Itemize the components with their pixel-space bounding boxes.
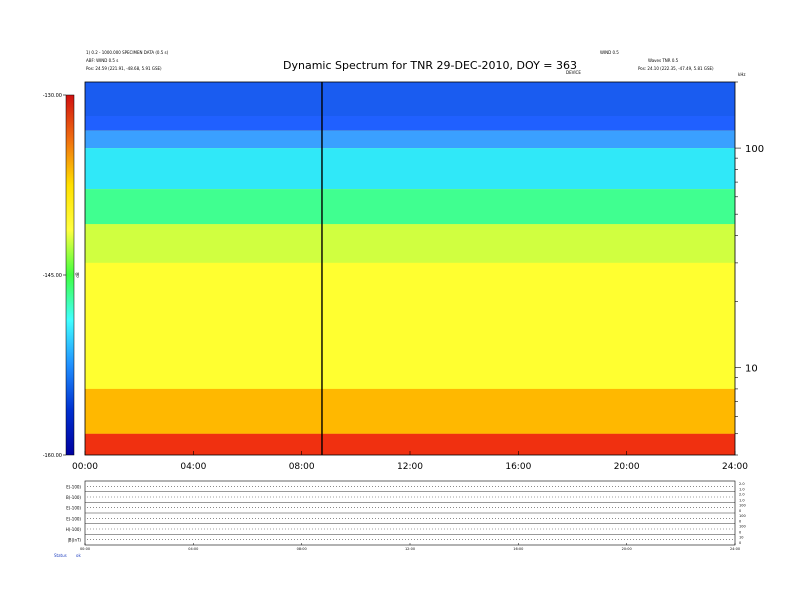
frequency-band [85, 262, 735, 389]
frequency-band [85, 189, 735, 225]
header-note: DEVICE [566, 70, 581, 75]
subpanel-tick-label: 1.0 [739, 498, 745, 502]
chart-title: Dynamic Spectrum for TNR 29-DEC-2010, DO… [283, 59, 577, 72]
y-tick-label: 10 [745, 364, 758, 375]
subpanel-tick-label: 0 [739, 541, 741, 545]
subpanel-tick-label: 0 [739, 530, 741, 534]
subpanel-tick-label: 100 [739, 525, 746, 529]
subpanel-tick-label: 1.0 [739, 488, 745, 492]
spectrogram [85, 82, 735, 455]
frequency-band [85, 433, 735, 455]
subpanel-tick-label: 0 [739, 520, 741, 524]
status-value: ok [76, 553, 81, 558]
header-left-line1: 1) 0.2 - 1000.000 SPECIMEN DATA (0.5 s) [86, 50, 169, 55]
spectrum-axes: 00:00 04:00 08:00 12:00 16:00 20:00 24:00 100 10 [72, 81, 764, 472]
subpanel-x-tick-label: 00:00 [80, 547, 90, 551]
x-tick-label: 04:00 [180, 462, 206, 472]
frequency-band [85, 82, 735, 117]
header-left-line3: Pos: 24.59 (221.91, -48.68, 5.91 GSE) [86, 66, 162, 71]
frequency-band [85, 224, 735, 263]
header-right-line1: WIND 0.5 [600, 50, 619, 55]
subpanel-tick-label: 2.0 [739, 482, 745, 486]
x-tick-label: 16:00 [505, 462, 531, 472]
subpanel-label: E(-100) [66, 506, 81, 511]
subpanel-tick-label: 100 [739, 503, 746, 507]
y-tick-label: 100 [745, 144, 764, 155]
top-right-unit: kHz [738, 72, 746, 77]
subpanel-x-tick-label: 24:00 [730, 547, 740, 551]
colorbar-tick-label: -160.00 [43, 453, 62, 459]
x-tick-label: 24:00 [722, 462, 748, 472]
subpanel-tick-label: 10 [739, 535, 743, 539]
colorbar-tick-label: -145.00 [43, 273, 62, 279]
subpanel-x-tick-label: 20:00 [622, 547, 632, 551]
header-right-line2: Waves TNR 0.5 [648, 58, 679, 63]
subpanels: E(-100)2.01.0B(-100)2.01.0E(-100)1000E(-… [66, 480, 746, 551]
subpanel-label: B(-100) [66, 495, 81, 500]
subpanel-x-tick-label: 16:00 [513, 547, 523, 551]
x-tick-label: 12:00 [397, 462, 423, 472]
subpanel-x-tick-label: 08:00 [297, 547, 307, 551]
colorbar: -130.00 -145.00 -160.00 dB [43, 93, 80, 459]
subpanel-x-tick-label: 12:00 [405, 547, 415, 551]
x-tick-label: 20:00 [614, 462, 640, 472]
frequency-band [85, 388, 735, 434]
status-label: Status [54, 553, 67, 558]
frequency-band [85, 116, 735, 131]
subpanel-x-tick-label: 04:00 [188, 547, 198, 551]
colorbar-scale [65, 94, 75, 456]
subpanel-label: |B|(nT) [67, 538, 81, 543]
colorbar-tick-label: -130.00 [43, 93, 62, 99]
subpanel-label: H(-100) [66, 527, 82, 532]
subpanel-tick-label: 2.0 [739, 493, 745, 497]
subpanel-tick-label: 100 [739, 514, 746, 518]
header-left-line2: ABF: WIND 0.5 s [86, 58, 119, 63]
subpanel-tick-label: 0 [739, 509, 741, 513]
subpanel-label: E(-100) [66, 516, 81, 521]
subpanel-label: E(-100) [66, 484, 81, 489]
x-tick-label: 08:00 [289, 462, 315, 472]
frequency-band [85, 130, 735, 149]
colorbar-unit-label: dB [75, 272, 80, 278]
frequency-band [85, 148, 735, 190]
x-tick-label: 00:00 [72, 462, 98, 472]
header-right-line3: Pos: 24.10 (222.35, -47.49, 5.81 GSE) [638, 66, 714, 71]
